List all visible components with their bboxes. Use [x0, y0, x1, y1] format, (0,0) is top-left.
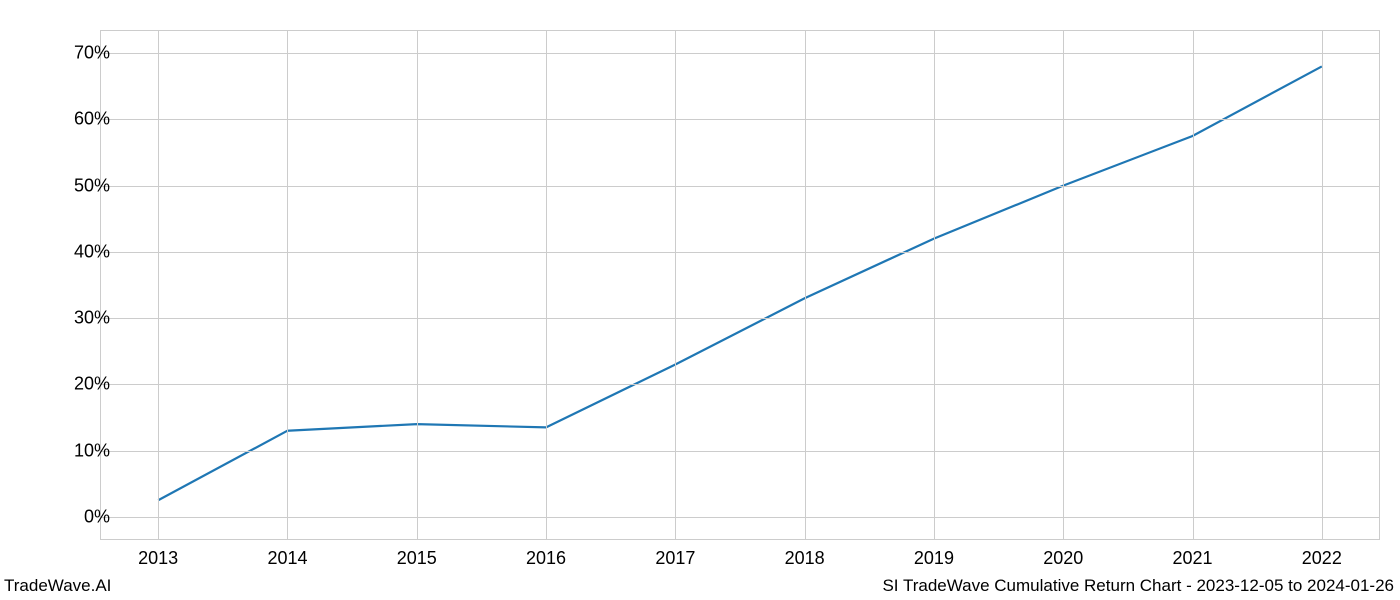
footer-right-text: SI TradeWave Cumulative Return Chart - 2…: [882, 576, 1394, 596]
y-axis-tick-label: 40%: [50, 241, 110, 262]
gridline-vertical: [417, 30, 418, 540]
gridline-horizontal: [100, 119, 1380, 120]
gridline-vertical: [287, 30, 288, 540]
gridline-horizontal: [100, 384, 1380, 385]
x-axis-tick-label: 2018: [785, 548, 825, 569]
line-chart-svg: [100, 30, 1380, 540]
x-axis-tick-label: 2013: [138, 548, 178, 569]
y-axis-tick-label: 20%: [50, 374, 110, 395]
x-axis-tick-label: 2015: [397, 548, 437, 569]
x-axis-tick-label: 2017: [655, 548, 695, 569]
y-axis-tick-label: 0%: [50, 506, 110, 527]
gridline-vertical: [675, 30, 676, 540]
gridline-vertical: [1193, 30, 1194, 540]
x-axis-tick-label: 2014: [267, 548, 307, 569]
footer-left-text: TradeWave.AI: [4, 576, 111, 596]
gridline-vertical: [1322, 30, 1323, 540]
x-axis-tick-label: 2020: [1043, 548, 1083, 569]
gridline-horizontal: [100, 451, 1380, 452]
chart-line: [158, 66, 1322, 500]
gridline-horizontal: [100, 252, 1380, 253]
gridline-vertical: [158, 30, 159, 540]
x-axis-tick-label: 2022: [1302, 548, 1342, 569]
y-axis-tick-label: 50%: [50, 175, 110, 196]
y-axis-tick-label: 60%: [50, 109, 110, 130]
gridline-horizontal: [100, 318, 1380, 319]
gridline-horizontal: [100, 517, 1380, 518]
gridline-vertical: [934, 30, 935, 540]
x-axis-tick-label: 2016: [526, 548, 566, 569]
chart-container: [100, 30, 1380, 540]
gridline-horizontal: [100, 53, 1380, 54]
gridline-vertical: [805, 30, 806, 540]
gridline-horizontal: [100, 186, 1380, 187]
y-axis-tick-label: 70%: [50, 43, 110, 64]
x-axis-tick-label: 2021: [1172, 548, 1212, 569]
y-axis-tick-label: 30%: [50, 308, 110, 329]
gridline-vertical: [546, 30, 547, 540]
gridline-vertical: [1063, 30, 1064, 540]
y-axis-tick-label: 10%: [50, 440, 110, 461]
x-axis-tick-label: 2019: [914, 548, 954, 569]
